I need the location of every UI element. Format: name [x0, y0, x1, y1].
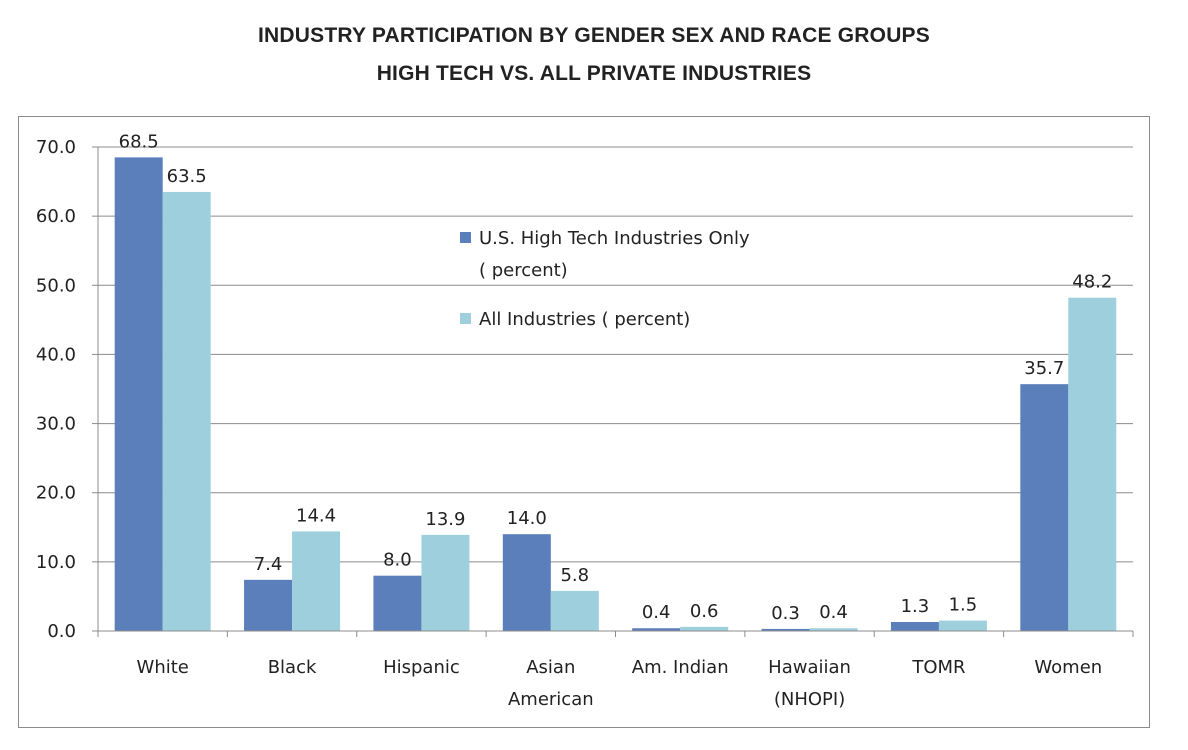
bar — [162, 191, 211, 631]
data-label: 0.6 — [690, 601, 719, 622]
x-category-label: White — [137, 657, 189, 678]
bars — [114, 157, 1117, 631]
x-category-label: (NHOPI) — [774, 689, 845, 710]
data-label: 7.4 — [254, 554, 283, 575]
x-category-label: Am. Indian — [632, 657, 729, 678]
bar — [550, 590, 599, 631]
y-tick-label: 0.0 — [47, 621, 76, 642]
data-label: 68.5 — [119, 131, 159, 152]
data-label: 0.3 — [771, 603, 800, 624]
axes: 0.0 10.0 20.0 30.0 40.0 50.0 60.0 70.0 White Blac… — [36, 137, 1134, 710]
data-labels: 68.5 7.4 8.0 14.0 0.4 0.3 1.3 35.7 63.5 14.4 13.9 5… — [119, 131, 1113, 624]
chart-title: INDUSTRY PARTICIPATION BY GENDER SEX AND… — [258, 24, 930, 47]
data-label: 63.5 — [167, 166, 207, 187]
bar — [292, 531, 341, 631]
y-tick-label: 10.0 — [36, 552, 76, 573]
gridlines — [98, 146, 1133, 563]
bar — [1068, 297, 1117, 631]
data-label: 0.4 — [642, 602, 671, 623]
x-category-label: Hawaiian — [768, 657, 851, 678]
bar — [1020, 384, 1069, 631]
chart-subtitle: HIGH TECH VS. ALL PRIVATE INDUSTRIES — [376, 62, 812, 85]
y-tick-label: 70.0 — [36, 137, 76, 158]
chart-area — [18, 116, 1150, 728]
x-category-label: Women — [1034, 657, 1102, 678]
data-label: 1.3 — [901, 596, 930, 617]
data-label: 35.7 — [1024, 358, 1064, 379]
data-label: 48.2 — [1072, 272, 1112, 293]
x-category-label: Hispanic — [383, 657, 460, 678]
legend-label: U.S. High Tech Industries Only — [479, 228, 750, 249]
bar — [890, 622, 939, 631]
x-category-label: TOMR — [911, 657, 965, 678]
bar — [761, 628, 810, 631]
y-tick-label: 60.0 — [36, 206, 76, 227]
data-label: 0.4 — [819, 602, 848, 623]
bar — [421, 534, 470, 631]
x-category-label: American — [508, 689, 594, 710]
legend-label: All Industries ( percent) — [479, 309, 690, 330]
y-tick-label: 40.0 — [36, 344, 76, 365]
legend-swatch — [460, 232, 471, 243]
data-label: 14.4 — [296, 505, 336, 526]
data-label: 5.8 — [560, 565, 589, 586]
y-tick-label: 30.0 — [36, 414, 76, 435]
bar — [502, 534, 551, 631]
data-label: 13.9 — [425, 509, 465, 530]
bar — [632, 628, 681, 631]
bar — [938, 620, 987, 631]
legend-swatch — [460, 313, 471, 324]
x-category-label: Black — [268, 657, 317, 678]
y-tick-label: 20.0 — [36, 483, 76, 504]
bar — [114, 157, 163, 631]
legend-label: ( percent) — [479, 260, 568, 281]
data-label: 14.0 — [507, 508, 547, 529]
x-category-label: Asian — [526, 657, 575, 678]
bar — [680, 626, 729, 631]
bar — [244, 579, 293, 631]
legend: U.S. High Tech Industries Only ( percent)… — [460, 228, 750, 330]
data-label: 1.5 — [949, 595, 978, 616]
y-tick-label: 50.0 — [36, 275, 76, 296]
bar — [809, 628, 858, 631]
bar — [373, 575, 422, 631]
data-label: 8.0 — [383, 550, 412, 571]
